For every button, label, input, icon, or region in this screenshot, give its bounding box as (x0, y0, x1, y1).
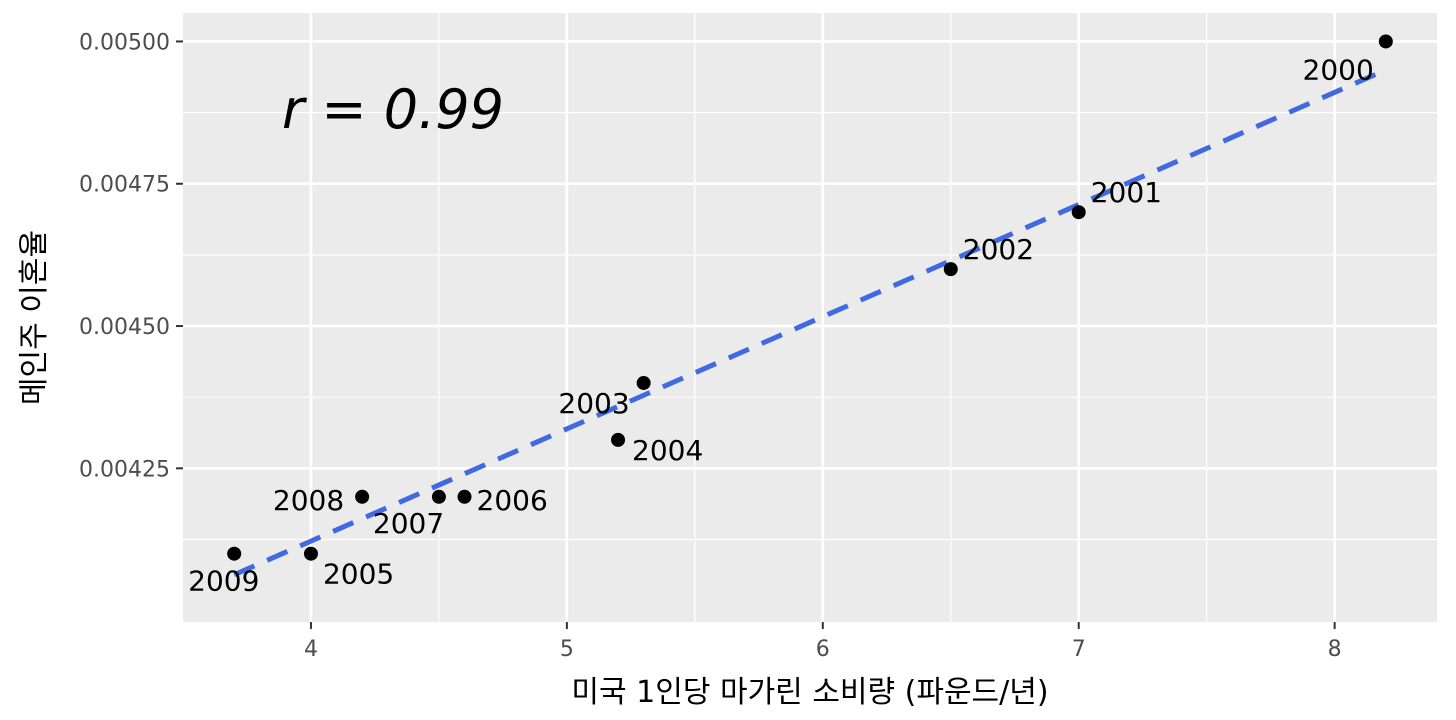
data-point (227, 546, 242, 561)
data-point (457, 489, 472, 504)
point-label: 2003 (558, 387, 629, 420)
point-label: 2001 (1091, 176, 1162, 209)
x-tick-label: 6 (816, 637, 830, 662)
x-tick-label: 8 (1328, 637, 1342, 662)
data-point (355, 489, 370, 504)
x-tick-label: 4 (304, 637, 318, 662)
x-tick-label: 7 (1072, 637, 1086, 662)
x-tick-label: 5 (560, 637, 574, 662)
trend-line (233, 67, 1387, 578)
plot-panel (183, 13, 1437, 622)
point-label: 2007 (373, 507, 444, 540)
point-label: 2009 (188, 565, 259, 598)
data-point (1378, 34, 1393, 49)
data-point (431, 489, 446, 504)
x-axis-title: 미국 1인당 마가린 소비량 (파운드/년) (571, 675, 1048, 710)
data-point (303, 546, 318, 561)
y-tick-label: 0.00425 (79, 457, 170, 482)
point-label: 2004 (632, 434, 703, 467)
point-label: 2005 (323, 558, 394, 591)
data-point (611, 432, 626, 447)
y-tick-label: 0.00500 (79, 30, 170, 55)
correlation-annotation: r = 0.99 (282, 78, 504, 141)
point-label: 2002 (963, 233, 1034, 266)
data-point (636, 375, 651, 390)
point-label: 2008 (273, 484, 344, 517)
data-point (943, 262, 958, 277)
point-label: 2006 (477, 484, 548, 517)
y-tick-label: 0.00475 (79, 173, 170, 198)
y-axis-title: 메인주 이혼율 (17, 230, 52, 405)
point-label: 2000 (1303, 53, 1374, 86)
data-point (1071, 205, 1086, 220)
y-tick-label: 0.00450 (79, 315, 170, 340)
